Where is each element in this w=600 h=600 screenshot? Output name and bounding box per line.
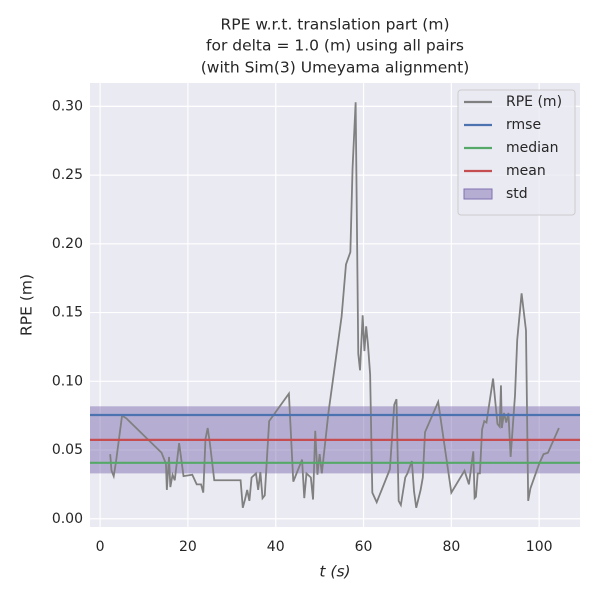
x-tick-label: 40 — [267, 539, 285, 555]
x-tick-label: 80 — [442, 539, 460, 555]
legend-box — [457, 89, 576, 216]
legend-label: std — [506, 186, 528, 202]
y-tick-label: 0.00 — [52, 511, 83, 527]
chart-title: (with Sim(3) Umeyama alignment) — [201, 59, 470, 77]
chart-title: for delta = 1.0 (m) using all pairs — [206, 37, 464, 55]
y-tick-label: 0.30 — [52, 98, 83, 114]
x-tick-label: 0 — [96, 539, 105, 555]
legend-label: RPE (m) — [506, 94, 562, 110]
y-tick-label: 0.20 — [52, 236, 83, 252]
x-tick-label: 100 — [526, 539, 553, 555]
legend-swatch — [463, 188, 493, 200]
y-tick-label: 0.10 — [52, 373, 83, 389]
y-axis-label: RPE (m) — [18, 274, 36, 336]
x-tick-label: 60 — [355, 539, 373, 555]
legend-label: rmse — [506, 117, 541, 133]
y-tick-label: 0.15 — [52, 305, 83, 321]
y-tick-label: 0.25 — [52, 167, 83, 183]
x-axis-label: t (s) — [319, 563, 350, 581]
data-line — [109, 102, 560, 508]
y-tick-label: 0.05 — [52, 442, 83, 458]
x-tick-label: 20 — [179, 539, 197, 555]
legend-label: median — [506, 140, 558, 156]
chart-title: RPE w.r.t. translation part (m) — [220, 16, 449, 34]
legend-label: mean — [506, 163, 546, 179]
